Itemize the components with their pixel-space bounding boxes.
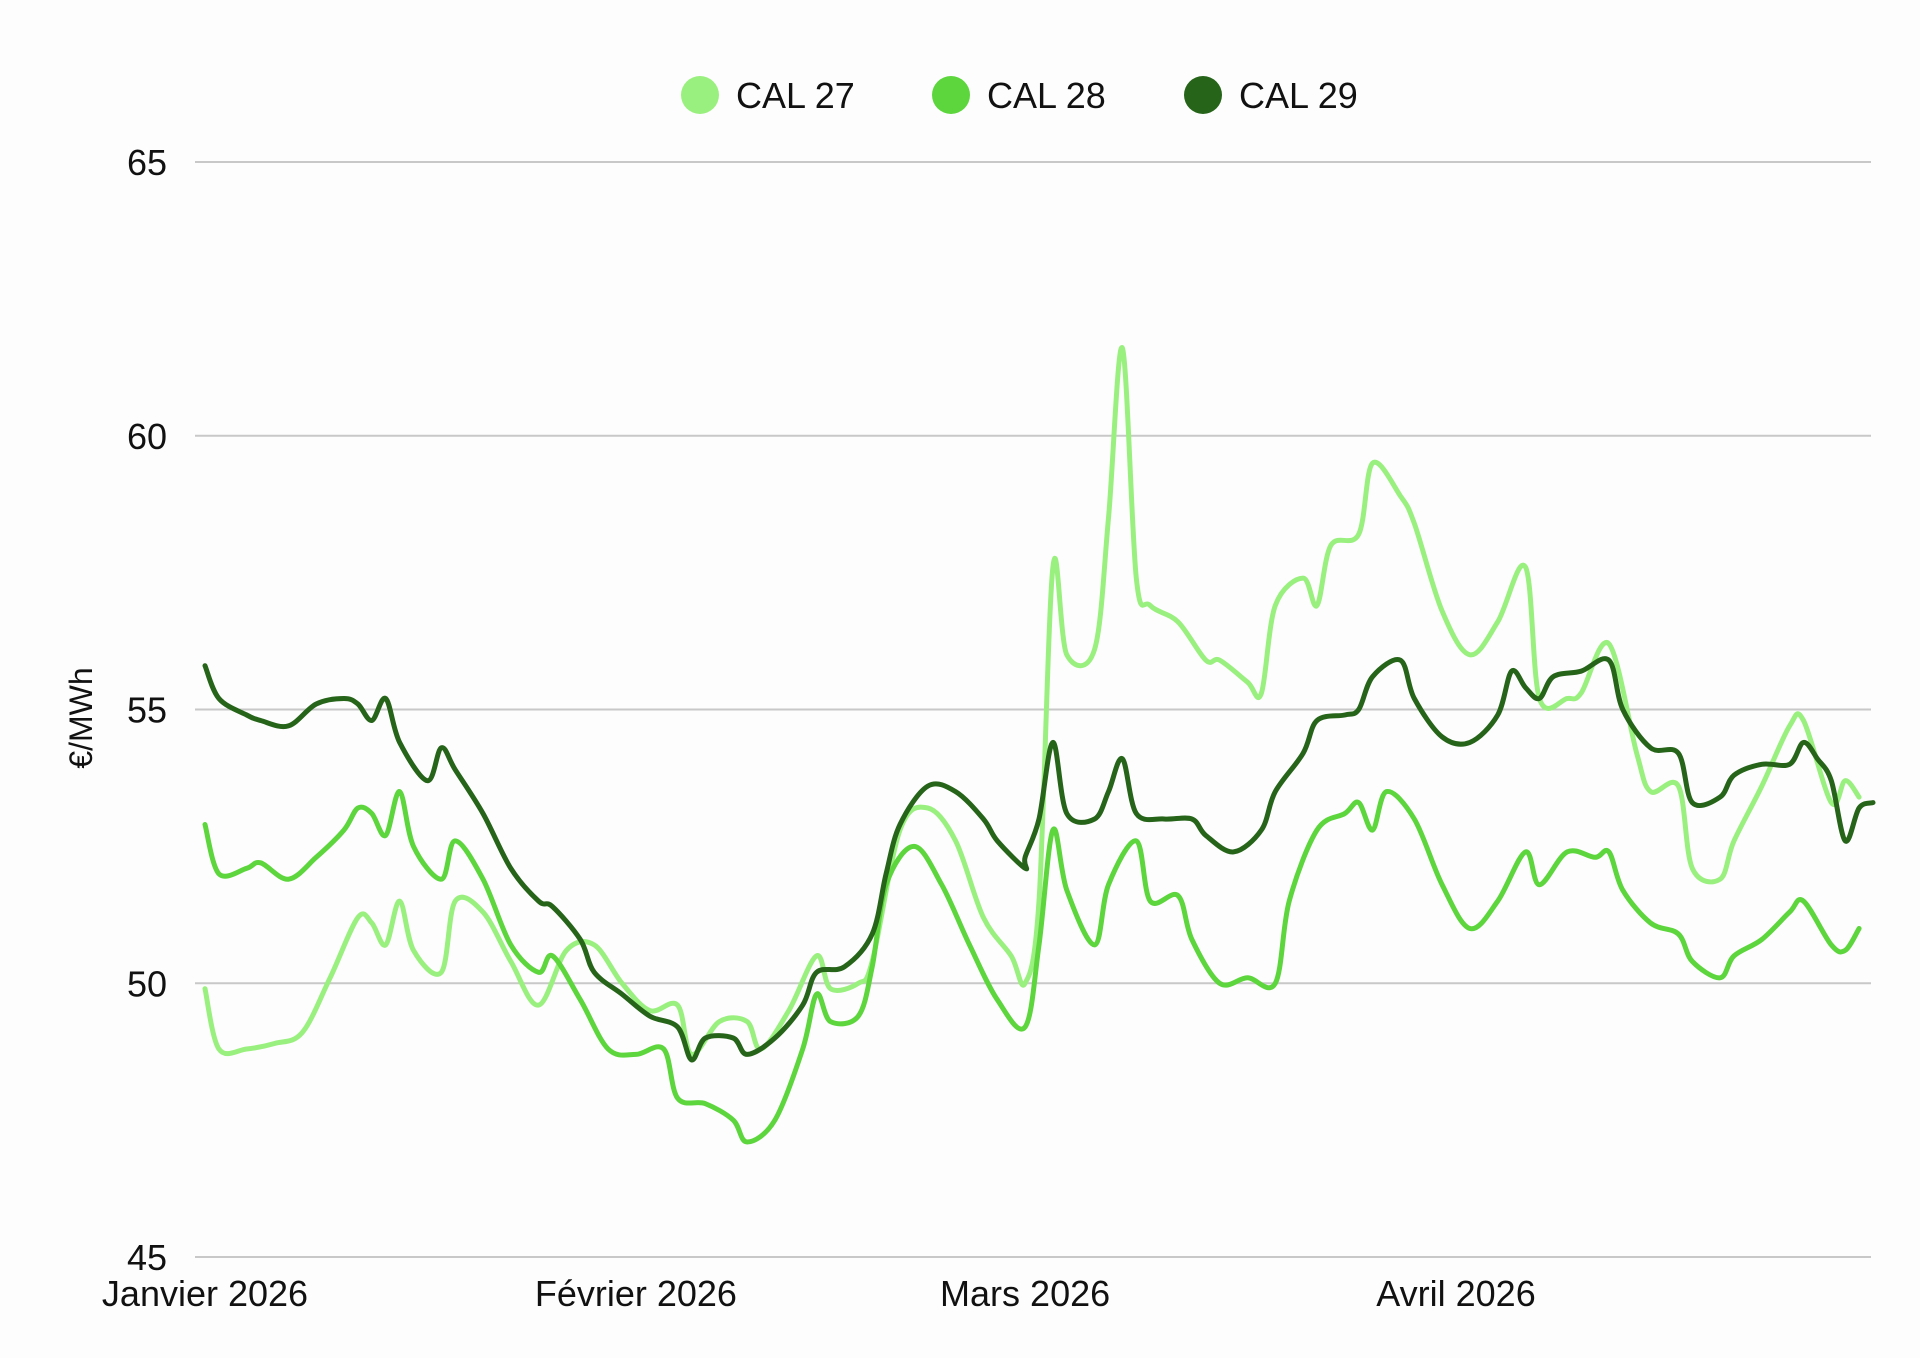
x-tick-label: Avril 2026 bbox=[1376, 1273, 1535, 1314]
legend-label-cal-27: CAL 27 bbox=[736, 75, 855, 116]
y-tick-label: 45 bbox=[127, 1237, 167, 1278]
series-line-cal-28 bbox=[202, 789, 1862, 1145]
legend-marker-cal-29 bbox=[1184, 76, 1222, 114]
legend-marker-cal-28 bbox=[932, 76, 970, 114]
y-tick-label: 50 bbox=[127, 963, 167, 1004]
y-axis-title: €/MWh bbox=[63, 667, 99, 768]
y-axis-ticks: 45 50 55 60 65 bbox=[127, 142, 167, 1278]
series-line-cal-29 bbox=[202, 656, 1876, 1063]
x-tick-label: Février 2026 bbox=[535, 1273, 737, 1314]
x-tick-label: Mars 2026 bbox=[940, 1273, 1110, 1314]
x-axis-ticks: Janvier 2026 Février 2026 Mars 2026 Avril 2… bbox=[102, 1273, 1536, 1314]
series-line-cal-27 bbox=[202, 345, 1862, 1057]
y-tick-label: 60 bbox=[127, 416, 167, 457]
y-tick-label: 55 bbox=[127, 690, 167, 731]
legend-marker-cal-27 bbox=[681, 76, 719, 114]
legend: CAL 27 CAL 28 CAL 29 bbox=[681, 75, 1358, 116]
x-tick-label: Janvier 2026 bbox=[102, 1273, 308, 1314]
gridlines bbox=[195, 161, 1871, 1258]
series-lines bbox=[202, 345, 1876, 1145]
legend-label-cal-28: CAL 28 bbox=[987, 75, 1106, 116]
y-tick-label: 65 bbox=[127, 142, 167, 183]
legend-label-cal-29: CAL 29 bbox=[1239, 75, 1358, 116]
